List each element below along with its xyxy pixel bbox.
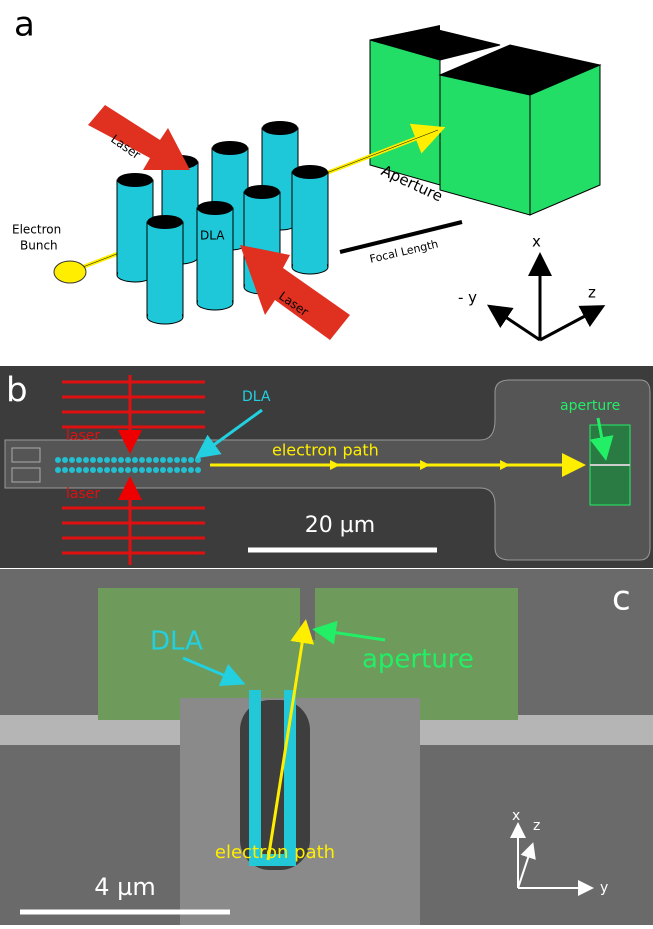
pillar-dot: [160, 467, 166, 473]
figure: a Laser Laser Electron Bunch DLA Apertur…: [0, 0, 653, 925]
axis-label: z: [588, 284, 596, 302]
pillar-dot: [146, 457, 152, 463]
pillar-dot: [132, 457, 138, 463]
pillar-dot: [55, 457, 61, 463]
laser-label: laser: [66, 428, 100, 444]
pillar-dot: [90, 457, 96, 463]
pillar-top: [147, 215, 183, 229]
pillar-dot: [62, 467, 68, 473]
pillar-dot: [76, 467, 82, 473]
pillar-dot: [181, 467, 187, 473]
cube-face: [440, 75, 530, 215]
pillar-dot: [174, 467, 180, 473]
dla-label: DLA: [200, 229, 225, 243]
electron-bunch-label: Bunch: [20, 239, 58, 253]
scale-bar-label: 4 µm: [94, 873, 156, 901]
pillar-dot: [97, 457, 103, 463]
electron-bunch: [54, 261, 86, 283]
laser-arrow: [88, 105, 190, 170]
cube-face: [370, 40, 440, 185]
pillar-top: [197, 201, 233, 215]
pillar-dot: [76, 457, 82, 463]
pillar-dot: [69, 467, 75, 473]
dla-label: DLA: [150, 627, 203, 657]
pillar-dot: [125, 457, 131, 463]
electron-bunch-label: Electron: [12, 223, 61, 237]
electron-path-label: electron path: [215, 842, 335, 863]
pillar-dot: [188, 457, 194, 463]
pillar-dot: [97, 467, 103, 473]
pillar-dot: [139, 457, 145, 463]
pillar-top: [262, 121, 298, 135]
pillar-dot: [167, 457, 173, 463]
pillar-dot: [181, 457, 187, 463]
axis-label: z: [533, 818, 540, 834]
pillar-top: [212, 141, 248, 155]
pillar-dot: [195, 457, 201, 463]
electron-path-label: electron path: [272, 441, 379, 460]
pillar-dot: [195, 467, 201, 473]
pillar-fill: [198, 209, 232, 305]
pillar-fill: [148, 223, 182, 319]
pillar-top: [117, 173, 153, 187]
pillar-dot: [139, 467, 145, 473]
dla-label: DLA: [242, 389, 271, 405]
pillar-fill: [293, 173, 327, 269]
pillar-dot: [83, 457, 89, 463]
axis: [540, 308, 600, 340]
axis-label: x: [512, 808, 520, 824]
pillar-dot: [55, 467, 61, 473]
pillar-dot: [160, 457, 166, 463]
pillar-dot: [153, 457, 159, 463]
axis-label: - y: [458, 289, 477, 307]
axis-label: x: [532, 233, 541, 251]
panel-b: laser laser DLA electron path aperture 2…: [0, 366, 653, 568]
axis-label: y: [600, 880, 608, 896]
pillar-dot: [118, 457, 124, 463]
pillar-dot: [188, 467, 194, 473]
pillar-dot: [62, 457, 68, 463]
pillar-dot: [174, 457, 180, 463]
pillar-dot: [69, 457, 75, 463]
pillar-dot: [111, 467, 117, 473]
pillar-dot: [104, 467, 110, 473]
pillar-dot: [146, 467, 152, 473]
panel-label: a: [14, 5, 35, 45]
panel-a: a Laser Laser Electron Bunch DLA Apertur…: [12, 5, 600, 341]
panel-label: b: [6, 371, 28, 411]
pillar-top: [292, 165, 328, 179]
pillar-dot: [125, 467, 131, 473]
aperture-label: aperture: [560, 398, 620, 414]
pillar-dot: [104, 457, 110, 463]
pillar-dot: [132, 467, 138, 473]
pillar-dot: [153, 467, 159, 473]
axis: [492, 308, 540, 340]
aperture-label: aperture: [362, 645, 474, 675]
laser-label: laser: [66, 486, 100, 502]
pillar-top: [244, 185, 280, 199]
panel-c: DLA aperture electron path 4 µm x z y c: [0, 569, 653, 925]
scale-bar-label: 20 µm: [305, 513, 375, 538]
pillar-dot: [111, 457, 117, 463]
panel-label: c: [612, 579, 631, 619]
pillar-dot: [90, 467, 96, 473]
pillar-dot: [83, 467, 89, 473]
pillar-dot: [118, 467, 124, 473]
pillar-dot: [167, 467, 173, 473]
